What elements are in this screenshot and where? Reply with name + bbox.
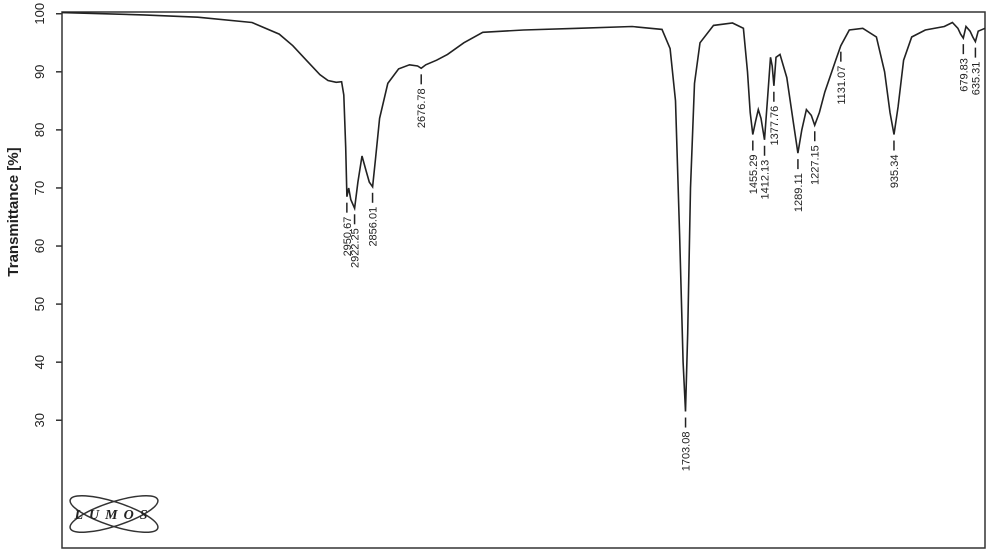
y-tick-label: 60 <box>32 239 47 253</box>
peak-label: 1377.76 <box>769 106 781 146</box>
logo-orbit <box>69 495 159 533</box>
logo-orbit <box>69 495 159 533</box>
y-tick-label: 30 <box>32 413 47 427</box>
y-tick-label: 40 <box>32 355 47 369</box>
plot-frame <box>61 11 986 549</box>
peak-label: 679.83 <box>958 58 970 92</box>
peak-label: 1412.13 <box>760 160 772 200</box>
logo: LUMOS <box>69 495 159 533</box>
y-tick-label: 100 <box>32 3 47 25</box>
peak-label: 1289.11 <box>793 173 805 212</box>
peak-label: 2676.78 <box>416 88 428 128</box>
y-axis-label: Transmittance [%] <box>5 147 22 276</box>
y-tick-label: 80 <box>32 123 47 137</box>
peak-label: 1703.08 <box>681 432 693 472</box>
peak-label: 1227.15 <box>810 145 822 185</box>
logo-text: LUMOS <box>73 508 153 523</box>
peak-label: 2922.25 <box>350 228 362 268</box>
y-tick-label: 50 <box>32 297 47 311</box>
peak-label: 2950.67 <box>342 217 354 257</box>
spectrum-line <box>61 11 986 412</box>
peak-label: 2856.01 <box>368 207 380 247</box>
y-tick-label: 90 <box>32 65 47 79</box>
y-tick-label: 70 <box>32 181 47 195</box>
peak-label: 1455.29 <box>748 155 760 195</box>
peak-label: 1131.07 <box>836 66 848 105</box>
peak-label: 635.31 <box>970 62 982 96</box>
peak-label: 935.34 <box>889 155 901 189</box>
